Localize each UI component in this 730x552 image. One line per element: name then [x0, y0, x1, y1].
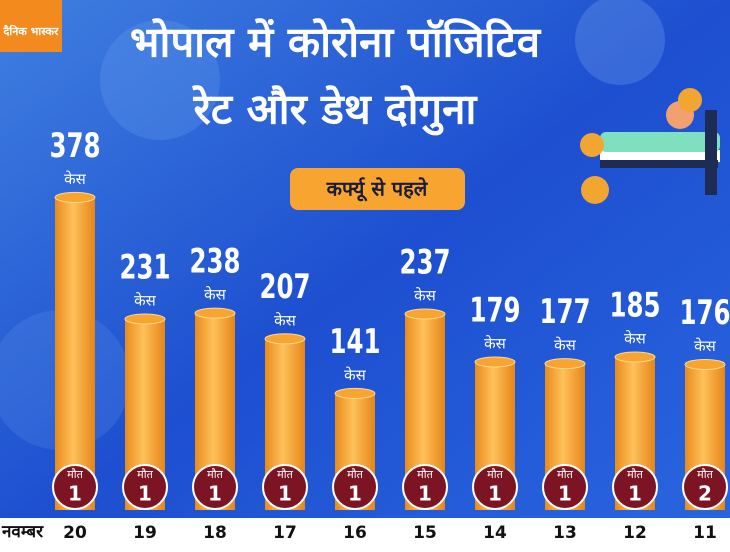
- unit-label: केस: [484, 334, 507, 352]
- title: रेट और डेथ दोगुना: [191, 85, 478, 136]
- x-tick-label: 14: [483, 523, 507, 543]
- value-label: 231: [119, 247, 170, 287]
- value-label: 177: [539, 292, 590, 332]
- decor: [575, 0, 665, 85]
- unit-label: केस: [274, 311, 297, 329]
- bar-cap: [54, 191, 96, 203]
- decor: [100, 20, 220, 140]
- x-tick-label: 11: [693, 523, 717, 543]
- death-badge: [52, 464, 98, 510]
- unit-label: केस: [414, 287, 437, 305]
- death-value: 2: [698, 482, 712, 506]
- death-value: 1: [348, 482, 362, 506]
- value-label: 179: [469, 290, 520, 330]
- x-tick-label: 15: [413, 523, 437, 543]
- x-tick-label: 16: [343, 523, 367, 543]
- death-value: 1: [628, 482, 642, 506]
- value-label: 237: [399, 242, 450, 282]
- value-label: 176: [679, 293, 730, 333]
- death-label: मौत: [347, 468, 363, 481]
- subtitle-pill: [290, 168, 465, 210]
- x-tick-label: 19: [133, 523, 157, 543]
- bar-cap: [124, 313, 166, 325]
- bar-cap: [334, 387, 376, 399]
- death-label: मौत: [137, 468, 153, 481]
- value-label: 185: [609, 285, 660, 325]
- death-label: मौत: [67, 468, 83, 481]
- death-label: मौत: [557, 468, 573, 481]
- value-label: 141: [329, 322, 380, 362]
- death-badge: [122, 464, 168, 510]
- death-label: मौत: [697, 468, 713, 481]
- death-badge: [262, 464, 308, 510]
- bar-cap: [264, 333, 306, 345]
- subtitle: कर्फ्यू से पहले: [326, 177, 429, 202]
- death-label: मौत: [417, 468, 433, 481]
- death-badge: [332, 464, 378, 510]
- x-tick-label: 13: [553, 523, 577, 543]
- value-label: 238: [189, 242, 240, 282]
- bar: [55, 197, 95, 511]
- death-value: 1: [278, 482, 292, 506]
- death-value: 1: [418, 482, 432, 506]
- bar-cap: [544, 358, 586, 370]
- death-label: मौत: [207, 468, 223, 481]
- death-badge: [682, 464, 728, 510]
- unit-label: केस: [694, 337, 717, 355]
- death-badge: [612, 464, 658, 510]
- x-tick-label: 20: [63, 523, 87, 543]
- bar-cap: [614, 351, 656, 363]
- axis-strip: [0, 518, 730, 548]
- bar-cap: [194, 307, 236, 319]
- title: भोपाल में कोरोना पॉजिटिव: [130, 18, 542, 67]
- death-value: 1: [68, 482, 82, 506]
- death-badge: [402, 464, 448, 510]
- bar-cap: [404, 308, 446, 320]
- death-label: मौत: [277, 468, 293, 481]
- unit-label: केस: [64, 170, 87, 188]
- death-value: 1: [138, 482, 152, 506]
- x-tick-label: 17: [273, 523, 297, 543]
- x-axis-label: नवम्बर: [1, 522, 44, 542]
- value-label: 207: [259, 267, 310, 307]
- logo-text: दैनिक भास्कर: [3, 24, 59, 38]
- bar-cap: [684, 358, 726, 370]
- death-value: 1: [488, 482, 502, 506]
- death-label: मौत: [627, 468, 643, 481]
- unit-label: केस: [624, 330, 647, 348]
- death-badge: [192, 464, 238, 510]
- death-badge: [472, 464, 518, 510]
- x-tick-label: 12: [623, 523, 647, 543]
- unit-label: केस: [204, 286, 227, 304]
- unit-label: केस: [554, 336, 577, 354]
- death-value: 1: [208, 482, 222, 506]
- value-label: 378: [49, 126, 100, 166]
- unit-label: केस: [344, 366, 367, 384]
- death-value: 1: [558, 482, 572, 506]
- bar-cap: [474, 356, 516, 368]
- bed-illustration: [580, 88, 720, 204]
- death-badge: [542, 464, 588, 510]
- x-tick-label: 18: [203, 523, 227, 543]
- death-label: मौत: [487, 468, 503, 481]
- unit-label: केस: [134, 291, 157, 309]
- logo: दैनिक भास्कर: [0, 0, 62, 52]
